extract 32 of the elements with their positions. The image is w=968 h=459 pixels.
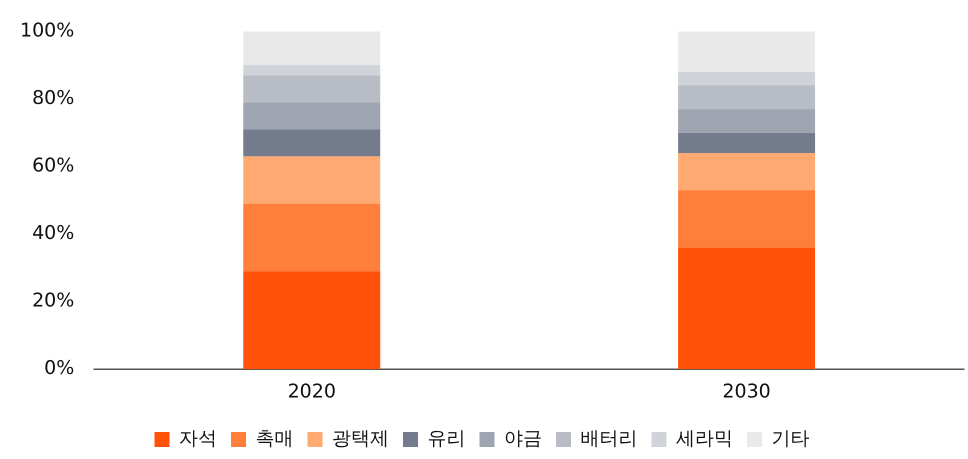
bar	[678, 190, 816, 248]
bar	[678, 85, 816, 110]
legend-label: 세라믹	[676, 427, 733, 450]
legend-label: 기타	[772, 427, 810, 450]
bar	[243, 156, 380, 204]
bar	[678, 109, 816, 133]
x-tick-label: 2030	[722, 380, 771, 403]
bar	[243, 271, 380, 370]
bar	[243, 102, 380, 130]
legend-label: 배터리	[580, 427, 638, 450]
y-tick-label: 80%	[32, 86, 74, 109]
bar	[243, 204, 380, 272]
y-tick-label: 0%	[44, 357, 74, 380]
bar	[243, 129, 380, 156]
bar	[678, 132, 816, 154]
bar	[243, 75, 380, 102]
bar	[678, 31, 816, 72]
legend-label: 자석	[179, 427, 217, 450]
x-tick-label: 2020	[288, 380, 336, 403]
legend-label: 야금	[504, 427, 542, 450]
bar	[243, 65, 380, 76]
bar	[678, 248, 816, 370]
bar	[243, 31, 380, 66]
legend-label: 촉매	[256, 427, 294, 450]
y-tick-label: 40%	[32, 222, 74, 244]
bar	[678, 72, 816, 86]
bar	[678, 153, 816, 190]
y-tick-label: 100%	[20, 19, 74, 42]
y-tick-label: 60%	[32, 154, 74, 176]
legend-label: 광택제	[332, 427, 389, 450]
y-tick-label: 20%	[32, 290, 74, 312]
legend-label: 유리	[428, 427, 466, 450]
